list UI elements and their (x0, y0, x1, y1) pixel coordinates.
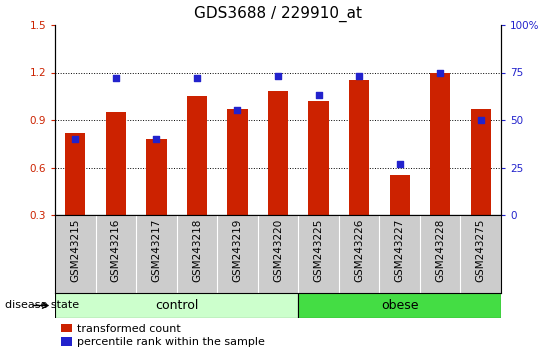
Point (233, 108, 242, 113)
Bar (227, 109, 247, 215)
Text: GSM243225: GSM243225 (314, 219, 323, 282)
Bar (308, 101, 329, 215)
Point (152, 136, 161, 142)
Bar (187, 96, 207, 215)
Bar (146, 139, 167, 215)
Legend: transformed count, percentile rank within the sample: transformed count, percentile rank withi… (60, 324, 265, 347)
Bar (390, 176, 410, 215)
Title: GDS3688 / 229910_at: GDS3688 / 229910_at (194, 6, 362, 22)
Bar (55, 293, 298, 318)
Text: GSM243228: GSM243228 (435, 219, 445, 282)
Point (112, 75, 120, 81)
Bar (471, 109, 491, 215)
Bar (106, 112, 126, 215)
Text: GSM243219: GSM243219 (232, 219, 243, 282)
Bar (65, 133, 85, 215)
Text: GSM243226: GSM243226 (354, 219, 364, 282)
Text: GSM243215: GSM243215 (70, 219, 80, 282)
Point (436, 70, 445, 75)
Point (314, 92, 323, 98)
Bar (298, 293, 501, 318)
Bar (268, 91, 288, 215)
Bar (349, 80, 369, 215)
Text: disease state: disease state (5, 301, 80, 310)
Point (192, 75, 201, 81)
Bar (430, 73, 450, 215)
Text: GSM243227: GSM243227 (395, 219, 405, 282)
Point (395, 161, 404, 166)
Point (274, 74, 282, 79)
Text: GSM243216: GSM243216 (111, 219, 121, 282)
Text: obese: obese (381, 299, 418, 312)
Point (71, 136, 80, 142)
Point (476, 117, 485, 123)
Text: GSM243218: GSM243218 (192, 219, 202, 282)
Text: control: control (155, 299, 198, 312)
Text: GSM243220: GSM243220 (273, 219, 283, 282)
Text: GSM243275: GSM243275 (476, 219, 486, 282)
Point (355, 74, 363, 79)
Text: GSM243217: GSM243217 (151, 219, 161, 282)
